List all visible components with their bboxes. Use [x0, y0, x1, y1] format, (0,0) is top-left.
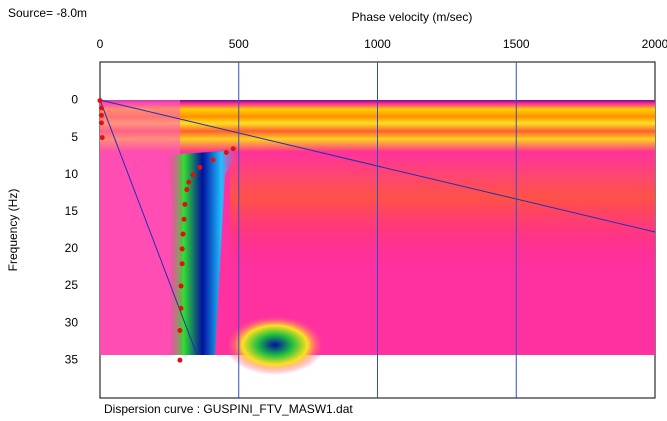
x-tick-label: 2000 [642, 37, 667, 51]
y-tick-label: 10 [65, 167, 79, 181]
data-point [210, 157, 216, 163]
data-point [98, 105, 104, 111]
data-point [99, 135, 105, 141]
data-point [179, 261, 185, 267]
data-point [182, 201, 188, 207]
data-point [186, 179, 192, 185]
data-point [179, 246, 185, 252]
y-tick-label: 30 [65, 315, 79, 329]
axis-title: Phase velocity (m/sec) [352, 10, 473, 24]
y-tick-label: 35 [65, 352, 79, 366]
data-point [178, 305, 184, 311]
x-tick-label: 1500 [503, 37, 530, 51]
data-point [177, 357, 183, 363]
data-point [178, 283, 184, 289]
data-point [197, 164, 203, 170]
x-tick-label: 1000 [364, 37, 391, 51]
data-point [230, 146, 236, 152]
data-point [177, 328, 183, 334]
data-point [190, 172, 196, 178]
y-tick-label: 0 [71, 93, 78, 107]
source-label: Source= -8.0m [8, 6, 87, 20]
data-point [98, 112, 104, 118]
data-point [98, 120, 104, 126]
y-tick-label: 25 [65, 278, 79, 292]
data-point [223, 149, 229, 155]
data-point [180, 231, 186, 237]
data-point [184, 187, 190, 193]
caption: Dispersion curve : GUSPINI_FTV_MASW1.dat [104, 402, 353, 416]
y-tick-label: 5 [71, 130, 78, 144]
data-point [97, 98, 103, 104]
guide-line [99, 99, 198, 356]
y-axis-label: Frequency (Hz) [6, 189, 20, 272]
x-tick-label: 0 [97, 37, 104, 51]
data-point [181, 216, 187, 222]
x-tick-label: 500 [229, 37, 249, 51]
y-tick-label: 15 [65, 204, 79, 218]
y-tick-label: 20 [65, 241, 79, 255]
